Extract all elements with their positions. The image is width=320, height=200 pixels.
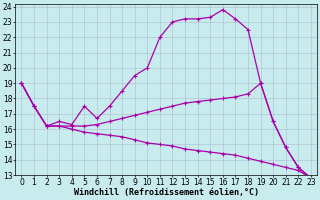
X-axis label: Windchill (Refroidissement éolien,°C): Windchill (Refroidissement éolien,°C) xyxy=(74,188,259,197)
